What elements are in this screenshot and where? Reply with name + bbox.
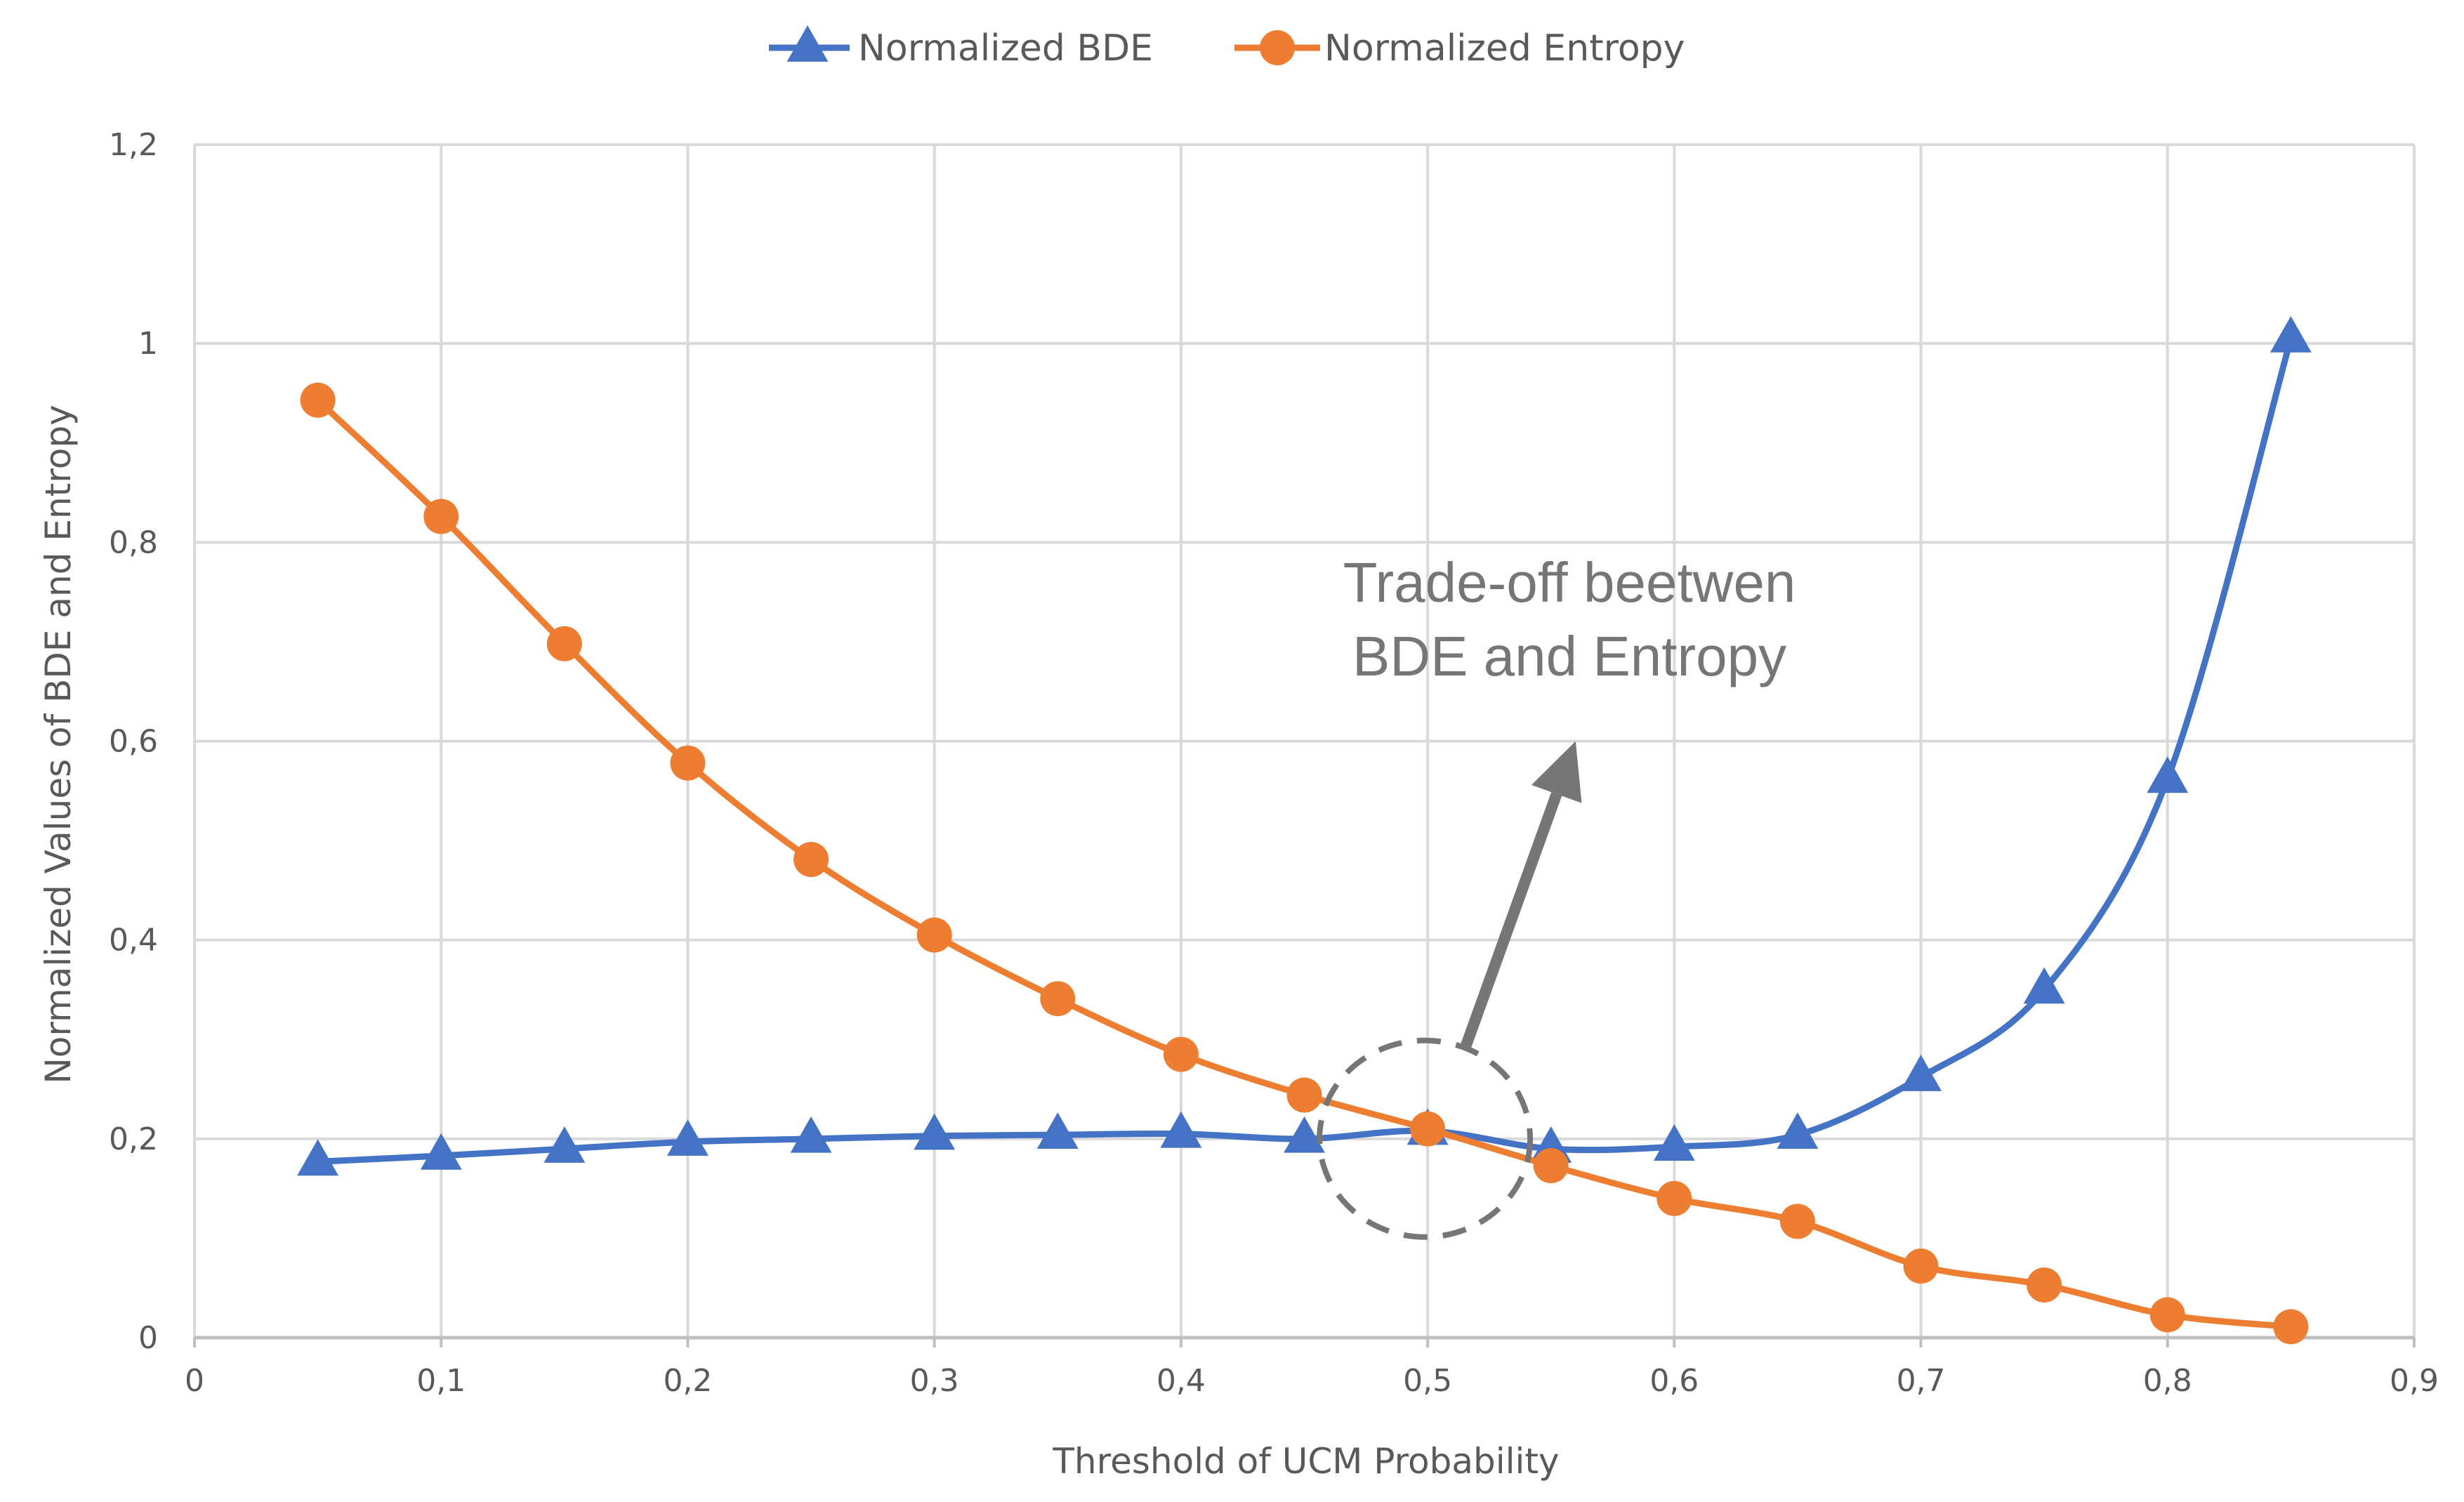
x-tick-label: 0,7	[1897, 1363, 1946, 1399]
annotation: Trade-off beetwen BDE and Entropy	[1317, 551, 1796, 1240]
x-tick-label: 0,1	[416, 1363, 466, 1399]
series-line	[315, 397, 2294, 1330]
series	[297, 316, 2312, 1345]
series-line	[315, 335, 2294, 1165]
data-point	[2269, 316, 2312, 353]
data-point	[297, 1139, 339, 1176]
annotation-text-line: BDE and Entropy	[1352, 625, 1786, 687]
data-point	[670, 745, 706, 781]
x-axis-title: Threshold of UCM Probability	[1052, 1441, 1559, 1482]
data-point	[1777, 1112, 1819, 1149]
data-point	[1533, 1148, 1569, 1184]
data-point	[2273, 1309, 2309, 1345]
data-point	[916, 917, 952, 953]
arrow-head	[1531, 741, 1582, 803]
legend-label: Normalized BDE	[858, 27, 1153, 70]
y-tick-label: 0,8	[109, 525, 158, 560]
data-point	[1284, 1116, 1325, 1153]
data-point	[1779, 1204, 1815, 1239]
data-point	[1286, 1077, 1322, 1113]
y-tick-label: 1	[138, 326, 158, 362]
y-tick-label: 1,2	[109, 127, 158, 163]
data-point	[2149, 1297, 2185, 1333]
legend[interactable]: Normalized BDE Normalized Entropy	[769, 25, 1685, 70]
axes: Threshold of UCM Probability Normalized …	[38, 127, 2439, 1482]
data-point	[1900, 1055, 1942, 1091]
data-point	[1036, 1112, 1079, 1149]
y-tick-label: 0,4	[109, 923, 158, 958]
legend-item-bde[interactable]: Normalized BDE	[769, 25, 1153, 70]
series-bde	[297, 316, 2312, 1176]
grid	[193, 143, 2416, 1348]
data-point	[2147, 756, 2189, 793]
y-tick-label: 0	[138, 1320, 158, 1356]
y-tick-label: 0,2	[109, 1121, 158, 1157]
series-entropy	[300, 382, 2309, 1345]
data-point	[300, 382, 336, 418]
trade-off-circle	[1317, 1037, 1534, 1240]
x-tick-label: 0,2	[663, 1363, 712, 1399]
data-point	[793, 841, 829, 877]
legend-item-entropy[interactable]: Normalized Entropy	[1234, 27, 1685, 70]
data-point	[790, 1116, 832, 1153]
data-point	[423, 499, 459, 534]
data-point	[1163, 1036, 1199, 1072]
data-point	[420, 1133, 462, 1170]
legend-label: Normalized Entropy	[1324, 27, 1685, 70]
legend-marker	[786, 25, 829, 62]
arrow-shaft	[1459, 792, 1562, 1052]
data-point	[1040, 981, 1076, 1017]
x-tick-label: 0,6	[1649, 1363, 1699, 1399]
y-axis-title: Normalized Values of BDE and Entropy	[38, 404, 79, 1083]
data-point	[543, 1126, 586, 1163]
data-point	[2023, 967, 2065, 1004]
x-tick-label: 0	[185, 1363, 204, 1399]
data-point	[1160, 1111, 1202, 1148]
data-point	[546, 626, 582, 661]
x-tick-label: 0,8	[2143, 1363, 2192, 1399]
x-tick-label: 0,4	[1157, 1363, 1206, 1399]
data-point	[667, 1119, 709, 1156]
data-point	[1410, 1111, 1446, 1147]
data-point	[914, 1113, 956, 1150]
data-point	[2027, 1267, 2062, 1303]
y-tick-label: 0,6	[109, 724, 158, 760]
annotation-text-line: Trade-off beetwen	[1343, 551, 1796, 614]
data-point	[1656, 1180, 1692, 1216]
data-point	[1903, 1249, 1939, 1284]
x-tick-label: 0,5	[1403, 1363, 1452, 1399]
data-point	[1653, 1124, 1695, 1161]
x-tick-label: 0,3	[910, 1363, 959, 1399]
legend-marker	[1260, 30, 1295, 65]
x-tick-label: 0,9	[2390, 1363, 2439, 1399]
